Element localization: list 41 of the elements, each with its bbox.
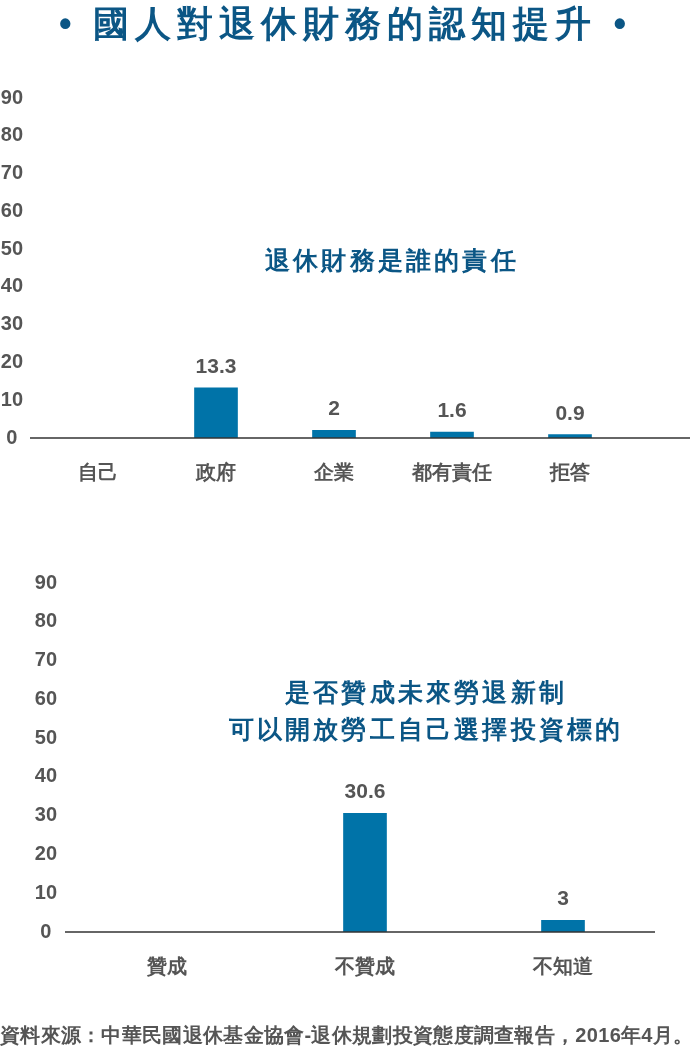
data-label: 1.6 <box>437 397 467 421</box>
y-tick-label: 80 <box>34 609 57 632</box>
y-tick-label: 40 <box>34 764 57 787</box>
x-tick-label: 拒答 <box>549 460 590 483</box>
y-tick-label: 20 <box>0 349 23 372</box>
bar <box>312 430 356 438</box>
y-tick-label: 90 <box>0 85 23 108</box>
y-tick-label: 50 <box>0 236 23 259</box>
y-tick-label: 10 <box>34 880 57 903</box>
data-label: 13.3 <box>195 353 237 377</box>
bar <box>194 387 238 438</box>
text: 可以開放勞工自己選擇投資標的 <box>228 714 624 745</box>
y-tick-label: 70 <box>34 648 57 671</box>
y-tick-label: 30 <box>34 803 57 826</box>
y-tick-label: 70 <box>0 161 23 184</box>
x-tick-label: 都有責任 <box>411 460 492 483</box>
data-label: 30.6 <box>344 779 386 803</box>
y-tick-label: 80 <box>0 123 23 146</box>
data-label: 0.9 <box>555 400 585 424</box>
data-label: 2 <box>328 396 340 420</box>
y-tick-label: 20 <box>34 841 57 864</box>
x-tick-label: 自己 <box>78 460 118 483</box>
y-tick-label: 60 <box>0 198 23 221</box>
x-tick-label: 政府 <box>195 460 236 483</box>
chart-title: • 國人對退休財務的認知提升 • <box>57 2 634 46</box>
x-tick-label: 不贊成 <box>334 954 395 977</box>
text: 是否贊成未來勞退新制 <box>285 677 567 708</box>
x-tick-label: 贊成 <box>146 954 187 977</box>
x-tick-label: 不知道 <box>532 954 593 977</box>
y-tick-label: 30 <box>0 312 23 335</box>
y-tick-label: 0 <box>40 919 52 942</box>
x-tick-label: 企業 <box>313 460 354 483</box>
y-tick-label: 10 <box>0 387 23 410</box>
y-tick-label: 90 <box>34 570 57 593</box>
y-tick-label: 40 <box>0 274 23 297</box>
y-tick-label: 60 <box>34 686 57 709</box>
data-label: 3 <box>557 886 569 910</box>
y-tick-label: 50 <box>34 725 57 748</box>
y-tick-label: 0 <box>6 425 18 448</box>
text: 退休財務是誰的責任 <box>265 245 519 276</box>
source-note: 資料來源：中華民國退休基金協會-退休規劃投資態度調查報告，2016年4月。 <box>0 1023 691 1047</box>
